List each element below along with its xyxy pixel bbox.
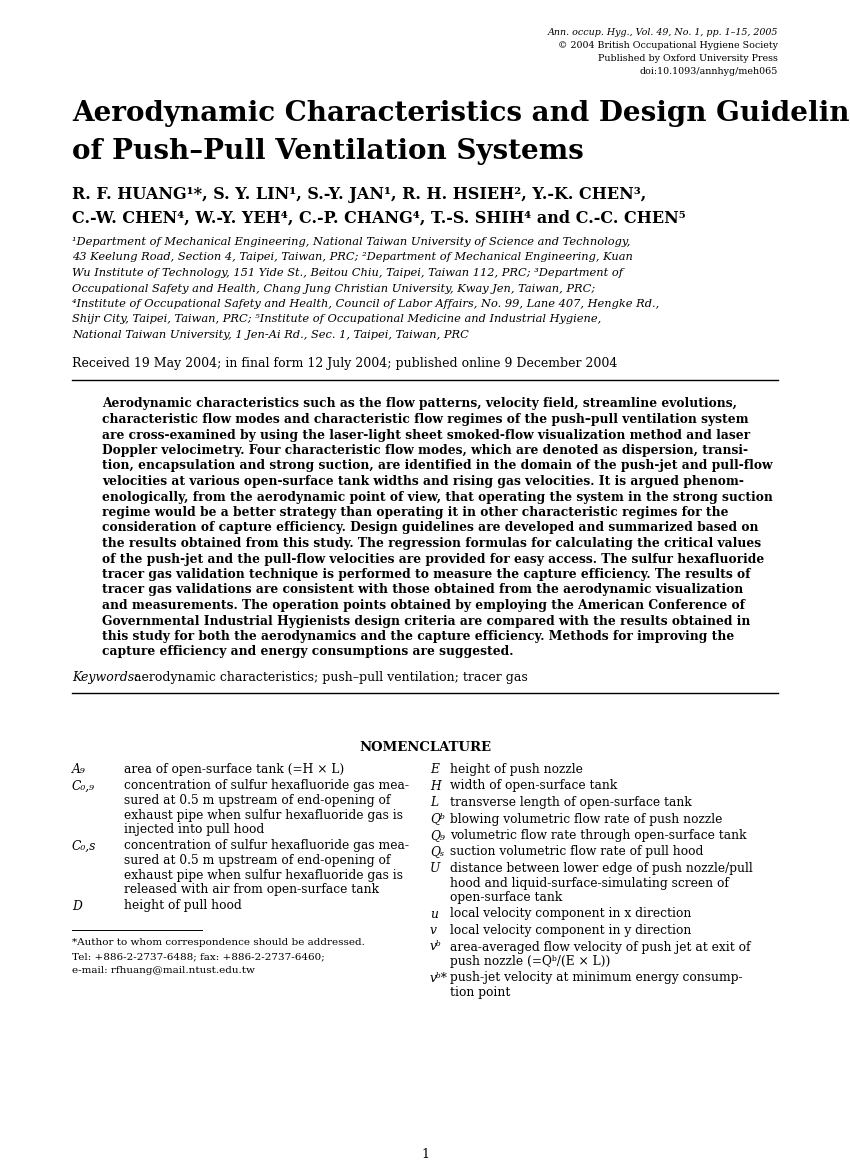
Text: v: v xyxy=(430,924,437,937)
Text: blowing volumetric flow rate of push nozzle: blowing volumetric flow rate of push noz… xyxy=(450,812,722,826)
Text: released with air from open-surface tank: released with air from open-surface tank xyxy=(124,883,379,896)
Text: C₀,s: C₀,s xyxy=(72,840,96,853)
Text: vᵇ*: vᵇ* xyxy=(430,971,448,984)
Text: Shijr City, Taipei, Taiwan, PRC; ⁵Institute of Occupational Medicine and Industr: Shijr City, Taipei, Taiwan, PRC; ⁵Instit… xyxy=(72,315,601,324)
Text: Tel: +886-2-2737-6488; fax: +886-2-2737-6460;: Tel: +886-2-2737-6488; fax: +886-2-2737-… xyxy=(72,952,325,961)
Text: C.-W. CHEN⁴, W.-Y. YEH⁴, C.-P. CHANG⁴, T.-S. SHIH⁴ and C.-C. CHEN⁵: C.-W. CHEN⁴, W.-Y. YEH⁴, C.-P. CHANG⁴, T… xyxy=(72,209,686,227)
Text: Qᵇ: Qᵇ xyxy=(430,812,445,826)
Text: of the push-jet and the pull-flow velocities are provided for easy access. The s: of the push-jet and the pull-flow veloci… xyxy=(102,552,764,565)
Text: characteristic flow modes and characteristic flow regimes of the push–pull venti: characteristic flow modes and characteri… xyxy=(102,413,749,426)
Text: push nozzle (=Qᵇ/(E × L)): push nozzle (=Qᵇ/(E × L)) xyxy=(450,955,610,968)
Text: A₉: A₉ xyxy=(72,763,86,776)
Text: velocities at various open-surface tank widths and rising gas velocities. It is : velocities at various open-surface tank … xyxy=(102,475,744,488)
Text: transverse length of open-surface tank: transverse length of open-surface tank xyxy=(450,796,692,808)
Text: height of push nozzle: height of push nozzle xyxy=(450,763,583,776)
Text: e-mail: rfhuang@mail.ntust.edu.tw: e-mail: rfhuang@mail.ntust.edu.tw xyxy=(72,966,255,975)
Text: © 2004 British Occupational Hygiene Society: © 2004 British Occupational Hygiene Soci… xyxy=(558,41,778,50)
Text: height of pull hood: height of pull hood xyxy=(124,900,241,913)
Text: regime would be a better strategy than operating it in other characteristic regi: regime would be a better strategy than o… xyxy=(102,505,728,519)
Text: Wu Institute of Technology, 151 Yide St., Beitou Chiu, Taipei, Taiwan 112, PRC; : Wu Institute of Technology, 151 Yide St.… xyxy=(72,268,623,278)
Text: push-jet velocity at minimum energy consump-: push-jet velocity at minimum energy cons… xyxy=(450,971,743,984)
Text: exhaust pipe when sulfur hexafluoride gas is: exhaust pipe when sulfur hexafluoride ga… xyxy=(124,868,403,881)
Text: distance between lower edge of push nozzle/pull: distance between lower edge of push nozz… xyxy=(450,862,753,875)
Text: Aerodynamic characteristics such as the flow patterns, velocity field, streamlin: Aerodynamic characteristics such as the … xyxy=(102,398,737,411)
Text: suction volumetric flow rate of pull hood: suction volumetric flow rate of pull hoo… xyxy=(450,846,703,859)
Text: *Author to whom correspondence should be addressed.: *Author to whom correspondence should be… xyxy=(72,938,365,947)
Text: Occupational Safety and Health, Chang Jung Christian University, Kway Jen, Taiwa: Occupational Safety and Health, Chang Ju… xyxy=(72,283,595,294)
Text: capture efficiency and energy consumptions are suggested.: capture efficiency and energy consumptio… xyxy=(102,646,513,659)
Text: E: E xyxy=(430,763,439,776)
Text: are cross-examined by using the laser-light sheet smoked-flow visualization meth: are cross-examined by using the laser-li… xyxy=(102,428,750,441)
Text: this study for both the aerodynamics and the capture efficiency. Methods for imp: this study for both the aerodynamics and… xyxy=(102,629,734,644)
Text: C₀,₉: C₀,₉ xyxy=(72,779,95,792)
Text: National Taiwan University, 1 Jen-Ai Rd., Sec. 1, Taipei, Taiwan, PRC: National Taiwan University, 1 Jen-Ai Rd.… xyxy=(72,330,469,340)
Text: doi:10.1093/annhyg/meh065: doi:10.1093/annhyg/meh065 xyxy=(639,67,778,76)
Text: width of open-surface tank: width of open-surface tank xyxy=(450,779,617,792)
Text: hood and liquid-surface-simulating screen of: hood and liquid-surface-simulating scree… xyxy=(450,876,728,889)
Text: Q₉: Q₉ xyxy=(430,830,445,842)
Text: sured at 0.5 m upstream of end-opening of: sured at 0.5 m upstream of end-opening o… xyxy=(124,794,390,807)
Text: Ann. occup. Hyg., Vol. 49, No. 1, pp. 1–15, 2005: Ann. occup. Hyg., Vol. 49, No. 1, pp. 1–… xyxy=(547,28,778,37)
Text: Received 19 May 2004; in final form 12 July 2004; published online 9 December 20: Received 19 May 2004; in final form 12 J… xyxy=(72,358,617,371)
Text: U: U xyxy=(430,862,440,875)
Text: L: L xyxy=(430,796,438,808)
Text: and measurements. The operation points obtained by employing the American Confer: and measurements. The operation points o… xyxy=(102,599,745,612)
Text: R. F. HUANG¹*, S. Y. LIN¹, S.-Y. JAN¹, R. H. HSIEH², Y.-K. CHEN³,: R. F. HUANG¹*, S. Y. LIN¹, S.-Y. JAN¹, R… xyxy=(72,186,646,204)
Text: area of open-surface tank (=H × L): area of open-surface tank (=H × L) xyxy=(124,763,344,776)
Text: u: u xyxy=(430,908,438,921)
Text: Governmental Industrial Hygienists design criteria are compared with the results: Governmental Industrial Hygienists desig… xyxy=(102,614,751,627)
Text: local velocity component in y direction: local velocity component in y direction xyxy=(450,924,691,937)
Text: NOMENCLATURE: NOMENCLATURE xyxy=(359,741,491,753)
Text: of Push–Pull Ventilation Systems: of Push–Pull Ventilation Systems xyxy=(72,138,584,165)
Text: area-averaged flow velocity of push jet at exit of: area-averaged flow velocity of push jet … xyxy=(450,941,751,954)
Text: concentration of sulfur hexafluoride gas mea-: concentration of sulfur hexafluoride gas… xyxy=(124,840,409,853)
Text: 1: 1 xyxy=(421,1148,429,1161)
Text: tion point: tion point xyxy=(450,986,510,999)
Text: D: D xyxy=(72,900,82,913)
Text: open-surface tank: open-surface tank xyxy=(450,892,562,904)
Text: enologically, from the aerodynamic point of view, that operating the system in t: enologically, from the aerodynamic point… xyxy=(102,490,773,503)
Text: 43 Keelung Road, Section 4, Taipei, Taiwan, PRC; ²Department of Mechanical Engin: 43 Keelung Road, Section 4, Taipei, Taiw… xyxy=(72,253,633,262)
Text: Aerodynamic Characteristics and Design Guidelines: Aerodynamic Characteristics and Design G… xyxy=(72,99,850,128)
Text: tion, encapsulation and strong suction, are identified in the domain of the push: tion, encapsulation and strong suction, … xyxy=(102,460,773,473)
Text: Keywords:: Keywords: xyxy=(72,672,139,684)
Text: consideration of capture efficiency. Design guidelines are developed and summari: consideration of capture efficiency. Des… xyxy=(102,522,758,535)
Text: volumetric flow rate through open-surface tank: volumetric flow rate through open-surfac… xyxy=(450,830,746,842)
Text: H: H xyxy=(430,779,440,792)
Text: aerodynamic characteristics; push–pull ventilation; tracer gas: aerodynamic characteristics; push–pull v… xyxy=(130,672,528,684)
Text: ¹Department of Mechanical Engineering, National Taiwan University of Science and: ¹Department of Mechanical Engineering, N… xyxy=(72,238,631,247)
Text: exhaust pipe when sulfur hexafluoride gas is: exhaust pipe when sulfur hexafluoride ga… xyxy=(124,808,403,821)
Text: Published by Oxford University Press: Published by Oxford University Press xyxy=(598,54,778,63)
Text: sured at 0.5 m upstream of end-opening of: sured at 0.5 m upstream of end-opening o… xyxy=(124,854,390,867)
Text: ⁴Institute of Occupational Safety and Health, Council of Labor Affairs, No. 99, : ⁴Institute of Occupational Safety and He… xyxy=(72,300,660,309)
Text: concentration of sulfur hexafluoride gas mea-: concentration of sulfur hexafluoride gas… xyxy=(124,779,409,792)
Text: Qₛ: Qₛ xyxy=(430,846,444,859)
Text: Doppler velocimetry. Four characteristic flow modes, which are denoted as disper: Doppler velocimetry. Four characteristic… xyxy=(102,443,748,457)
Text: vᵇ: vᵇ xyxy=(430,941,442,954)
Text: tracer gas validations are consistent with those obtained from the aerodynamic v: tracer gas validations are consistent wi… xyxy=(102,584,743,597)
Text: the results obtained from this study. The regression formulas for calculating th: the results obtained from this study. Th… xyxy=(102,537,761,550)
Text: local velocity component in x direction: local velocity component in x direction xyxy=(450,908,691,921)
Text: tracer gas validation technique is performed to measure the capture efficiency. : tracer gas validation technique is perfo… xyxy=(102,567,751,581)
Text: injected into pull hood: injected into pull hood xyxy=(124,823,264,837)
